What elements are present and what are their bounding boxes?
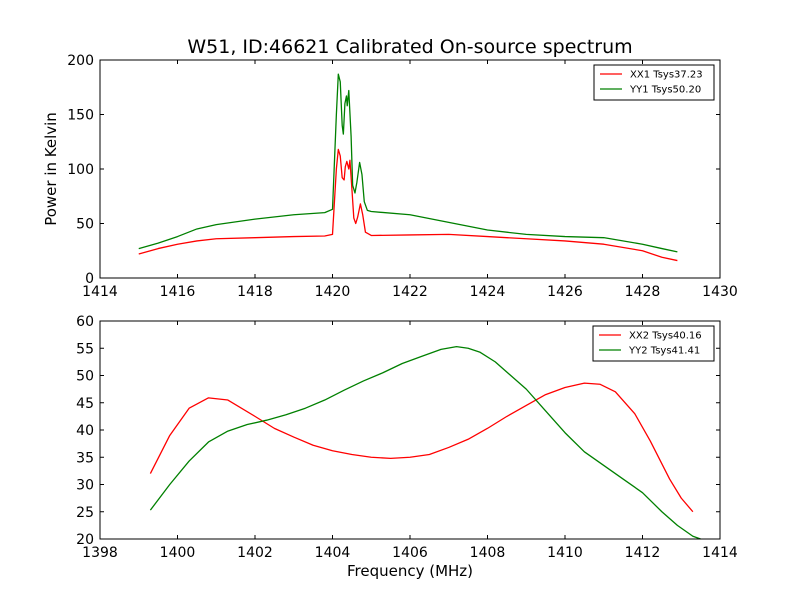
bottom-y-tick-label: 40 <box>76 423 94 439</box>
top-plot-frame <box>99 59 721 279</box>
top-x-tick-label: 1422 <box>392 284 428 300</box>
bottom-legend: XX2 Tsys40.16 YY2 Tsys41.41 <box>592 325 715 362</box>
top-x-tick-label: 1418 <box>237 284 273 300</box>
top-y-tick-label: 150 <box>67 108 94 124</box>
top-x-tick-label: 1416 <box>160 284 196 300</box>
bottom-plot-area: 1398 1400 1402 1404 1406 1408 1410 1412 1414 20 25… <box>76 314 738 561</box>
bottom-y-tick-label: 35 <box>76 450 94 466</box>
bottom-plot-frame <box>99 320 721 540</box>
legend-label-yy2: YY2 Tsys41.41 <box>628 346 700 357</box>
top-chart-title: W51, ID:46621 Calibrated On-source spect… <box>187 36 632 58</box>
bottom-series-line-0 <box>149 382 694 513</box>
bottom-y-tick-label: 60 <box>76 314 94 330</box>
bottom-y-tick-label: 20 <box>76 532 94 548</box>
top-x-tick-label: 1426 <box>547 284 583 300</box>
bottom-legend-box <box>592 325 715 362</box>
bottom-x-tick-label: 1412 <box>625 545 661 561</box>
bottom-y-tick-label: 30 <box>76 478 94 494</box>
top-y-axis-label: Power in Kelvin <box>42 112 60 226</box>
top-legend-box <box>593 64 715 101</box>
top-x-tick-label: 1428 <box>625 284 661 300</box>
top-plot-area: 1414 1416 1418 1420 1422 1424 1426 1428 1430 0 50 1… <box>67 53 738 300</box>
bottom-y-tick-label: 25 <box>76 505 94 521</box>
bottom-x-tick-label: 1398 <box>82 545 118 561</box>
bottom-x-tick-label: 1414 <box>702 545 738 561</box>
bottom-y-tick-label: 55 <box>76 341 94 357</box>
top-series-line-0 <box>138 148 678 262</box>
top-y-tick-label: 200 <box>67 53 94 69</box>
top-x-tick-label: 1430 <box>702 284 738 300</box>
legend-label-xx1: XX1 Tsys37.23 <box>630 70 703 81</box>
top-y-tick-label: 0 <box>85 271 94 287</box>
top-x-tick-label: 1424 <box>470 284 506 300</box>
bottom-x-tick-label: 1410 <box>547 545 583 561</box>
bottom-y-tick-label: 50 <box>76 369 94 385</box>
top-y-tick-label: 100 <box>67 162 94 178</box>
top-x-tick-label: 1414 <box>82 284 118 300</box>
bottom-y-tick-label: 45 <box>76 396 94 412</box>
bottom-series-line-1 <box>149 345 701 540</box>
legend-label-xx2: XX2 Tsys40.16 <box>629 331 702 342</box>
top-y-tick-label: 50 <box>76 217 94 233</box>
bottom-x-tick-label: 1404 <box>315 545 351 561</box>
top-legend: XX1 Tsys37.23 YY1 Tsys50.20 <box>593 64 715 101</box>
bottom-x-tick-label: 1400 <box>160 545 196 561</box>
bottom-x-tick-label: 1406 <box>392 545 428 561</box>
top-series-line-1 <box>138 73 678 253</box>
bottom-x-tick-label: 1402 <box>237 545 273 561</box>
legend-label-yy1: YY1 Tsys50.20 <box>629 85 701 96</box>
bottom-x-axis-label: Frequency (MHz) <box>347 562 473 580</box>
bottom-x-tick-label: 1408 <box>470 545 506 561</box>
top-x-tick-label: 1420 <box>315 284 351 300</box>
